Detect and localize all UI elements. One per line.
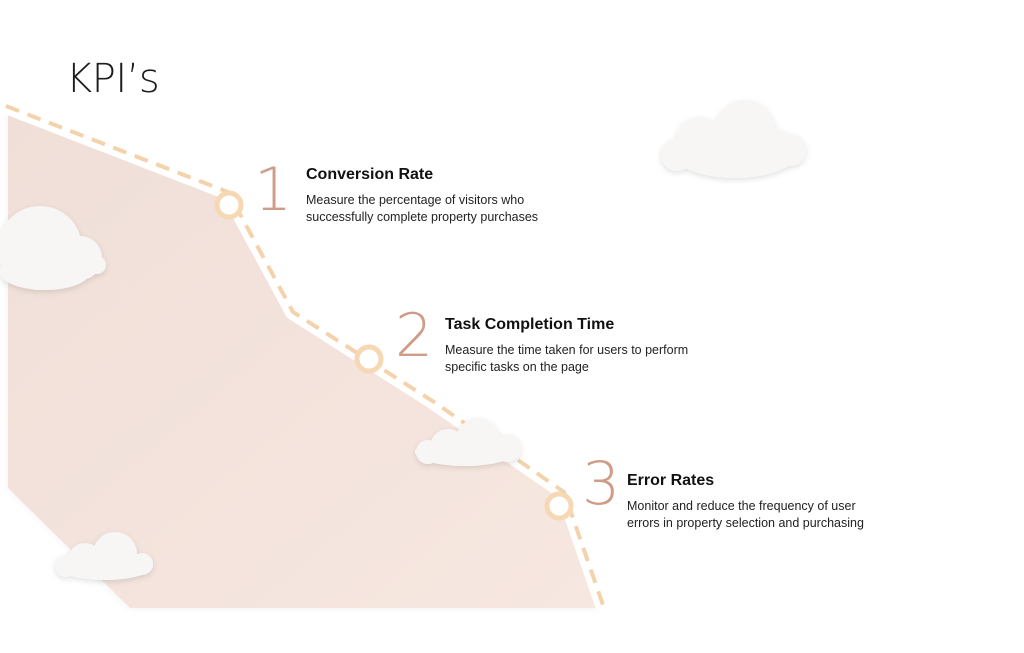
slope-area bbox=[8, 112, 600, 608]
kpi-3-number: 3 bbox=[582, 449, 621, 519]
kpi-3-description: Monitor and reduce the frequency of user… bbox=[627, 499, 864, 530]
kpi-3: Error Rates Monitor and reduce the frequ… bbox=[627, 472, 1007, 532]
cloud-middle bbox=[415, 418, 521, 466]
cloud-top-right bbox=[661, 100, 806, 178]
kpi-2-description: Measure the time taken for users to perf… bbox=[445, 343, 689, 374]
kpi-2-number: 2 bbox=[395, 301, 434, 371]
kpi-1-number: 1 bbox=[254, 155, 293, 225]
kpi-1-heading: Conversion Rate bbox=[306, 166, 434, 183]
milestone-ring-2 bbox=[354, 344, 384, 374]
milestone-ring-3 bbox=[544, 491, 574, 521]
page-title: KPI’s bbox=[66, 56, 160, 102]
milestone-ring-1 bbox=[214, 190, 244, 220]
kpi-2-heading: Task Completion Time bbox=[445, 316, 615, 333]
kpi-1: Conversion Rate Measure the percentage o… bbox=[306, 166, 686, 226]
kpi-3-heading: Error Rates bbox=[627, 472, 715, 489]
kpi-2: Task Completion Time Measure the time ta… bbox=[445, 316, 825, 376]
cloud-bottom-left bbox=[55, 532, 153, 580]
kpi-1-description: Measure the percentage of visitors who s… bbox=[306, 193, 539, 224]
cloud-left bbox=[0, 206, 106, 290]
